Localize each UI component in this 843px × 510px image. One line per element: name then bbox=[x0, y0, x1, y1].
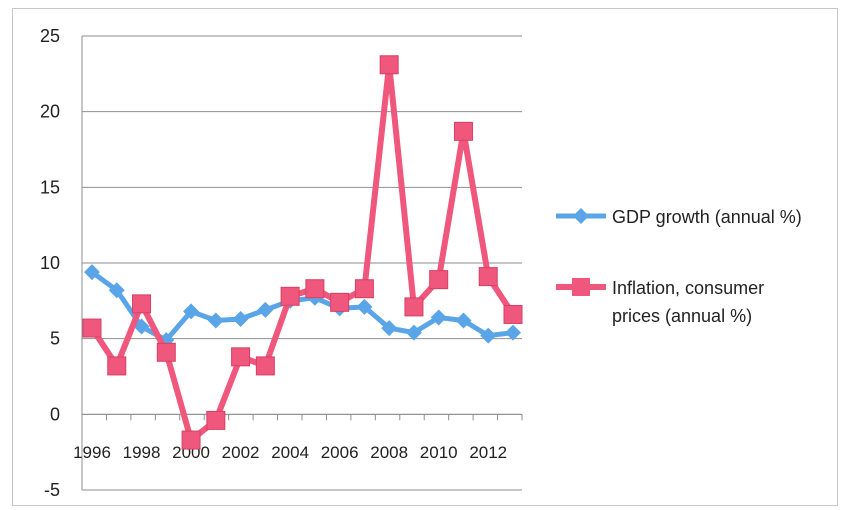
y-tick-labels: 25 20 15 10 5 0 -5 bbox=[40, 26, 60, 500]
data-point bbox=[505, 324, 521, 341]
y-tick-label: 0 bbox=[50, 404, 60, 424]
chart-frame bbox=[12, 8, 838, 506]
data-point bbox=[503, 304, 523, 324]
data-point bbox=[207, 312, 224, 329]
data-point bbox=[232, 310, 249, 327]
x-tick-label: 2012 bbox=[469, 443, 507, 462]
data-point bbox=[430, 309, 447, 326]
y-tick-label: 20 bbox=[40, 102, 60, 122]
data-point bbox=[231, 347, 251, 367]
data-point bbox=[455, 312, 472, 329]
legend-entry-gdp-growth: GDP growth (annual %) bbox=[556, 207, 802, 227]
data-point bbox=[305, 279, 325, 299]
data-point bbox=[133, 318, 150, 335]
grid-lines bbox=[81, 35, 523, 491]
x-tick-label: 1998 bbox=[123, 443, 161, 462]
legend-marker-inflation bbox=[572, 278, 590, 296]
data-point bbox=[280, 286, 300, 306]
data-point bbox=[330, 292, 350, 312]
legend-entry-inflation: Inflation, consumer prices (annual %) bbox=[556, 278, 769, 326]
data-point bbox=[356, 298, 373, 315]
data-point bbox=[132, 294, 152, 314]
series-line bbox=[89, 61, 516, 444]
legend-label-gdp-growth: GDP growth (annual %) bbox=[612, 207, 802, 227]
y-tick-label: 15 bbox=[40, 177, 60, 197]
data-point bbox=[82, 318, 102, 338]
data-point bbox=[183, 303, 200, 320]
series-inflation bbox=[82, 55, 523, 450]
x-tick-label: 2008 bbox=[370, 443, 408, 462]
y-tick-label: -5 bbox=[44, 480, 60, 500]
data-point bbox=[405, 324, 422, 341]
data-point bbox=[84, 264, 100, 281]
series-layer bbox=[82, 55, 523, 450]
legend-label-inflation: Inflation, consumer prices (annual %) bbox=[612, 278, 769, 326]
x-tick-label: 2002 bbox=[222, 443, 260, 462]
legend-label-inflation-line-1: Inflation, consumer bbox=[612, 278, 764, 298]
data-point bbox=[206, 410, 226, 430]
x-tick-label: 2006 bbox=[321, 443, 359, 462]
legend-label-inflation-line-2: prices (annual %) bbox=[612, 306, 752, 326]
data-point bbox=[255, 356, 275, 376]
data-point bbox=[354, 279, 374, 299]
data-point bbox=[404, 297, 424, 317]
legend: GDP growth (annual %) Inflation, consume… bbox=[556, 207, 802, 326]
data-point bbox=[156, 342, 176, 362]
x-tick-label: 2004 bbox=[271, 443, 309, 462]
data-point bbox=[257, 301, 274, 318]
data-point bbox=[480, 327, 497, 344]
data-point bbox=[379, 55, 399, 75]
axes bbox=[81, 36, 522, 490]
y-tick-label: 10 bbox=[40, 253, 60, 273]
data-point bbox=[181, 430, 201, 450]
data-point bbox=[108, 282, 125, 299]
data-point bbox=[429, 270, 449, 290]
legend-marker-gdp-growth bbox=[573, 208, 589, 224]
data-point bbox=[478, 267, 498, 287]
x-tick-labels: 1996 1998 2000 2002 2004 2006 2008 2010 2012 bbox=[73, 443, 507, 462]
data-point bbox=[453, 121, 473, 141]
y-tick-label: 5 bbox=[50, 329, 60, 349]
data-point bbox=[107, 356, 127, 376]
data-point bbox=[381, 320, 398, 337]
x-tick-label: 2010 bbox=[420, 443, 458, 462]
y-tick-label: 25 bbox=[40, 26, 60, 46]
x-tick-label: 1996 bbox=[73, 443, 111, 462]
